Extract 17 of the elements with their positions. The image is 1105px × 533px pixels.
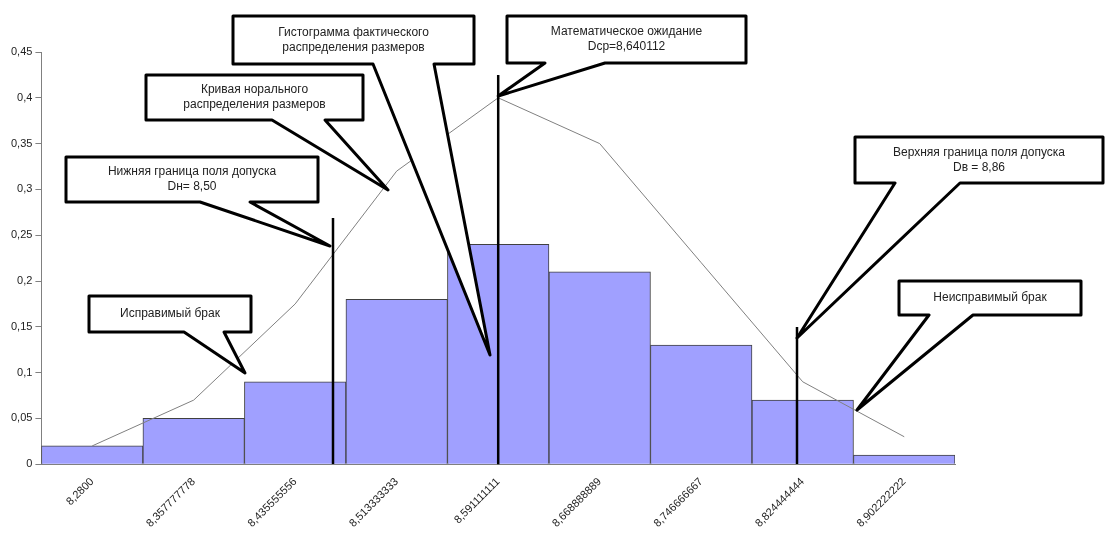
y-tick-label: 0,4	[17, 90, 33, 103]
y-tick-label: 0,05	[10, 411, 33, 424]
annotation: Нижняя граница поля допуска Dн= 8,50	[107, 164, 277, 194]
y-tick-label: 0,3	[17, 182, 33, 195]
annotation: Исправимый брак	[120, 306, 221, 321]
y-tick-label: 0,2	[17, 274, 33, 287]
annotation: Верхняя граница поля допуска Dв = 8,86	[892, 144, 1066, 174]
y-tick-label: 0,25	[10, 228, 33, 241]
y-tick-label: 0,35	[10, 136, 33, 149]
y-tick-label: 0,1	[17, 365, 33, 378]
ref-line-label: Математическое ожидание Dср=8,640112	[550, 24, 703, 54]
y-tick-label: 0,15	[10, 319, 33, 332]
y-tick-label: 0	[26, 457, 33, 470]
y-tick-label: 0,45	[10, 45, 33, 58]
annotation: Кривая норального распределения размеров	[183, 82, 326, 112]
annotation: Неисправимый брак	[933, 290, 1048, 305]
annotation: Гистограмма фактического распределения размеров	[278, 24, 430, 54]
